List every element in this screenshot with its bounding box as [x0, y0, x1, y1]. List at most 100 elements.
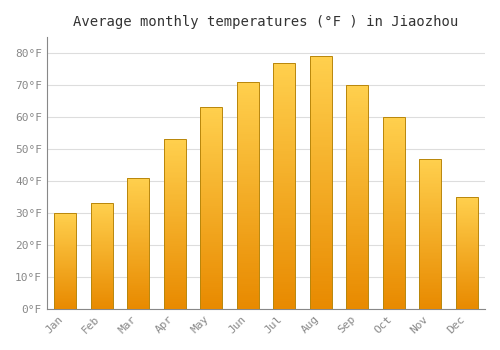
- Bar: [236, 232, 258, 234]
- Bar: [456, 302, 477, 303]
- Bar: [310, 104, 332, 107]
- Bar: [346, 166, 368, 168]
- Bar: [236, 300, 258, 302]
- Bar: [164, 151, 186, 153]
- Bar: [346, 85, 368, 87]
- Bar: [200, 130, 222, 132]
- Bar: [54, 302, 76, 303]
- Bar: [420, 174, 441, 175]
- Bar: [90, 284, 112, 285]
- Bar: [346, 92, 368, 94]
- Bar: [310, 258, 332, 261]
- Bar: [200, 303, 222, 305]
- Bar: [456, 253, 477, 254]
- Bar: [273, 270, 295, 272]
- Bar: [164, 272, 186, 273]
- Bar: [200, 180, 222, 182]
- Bar: [164, 282, 186, 284]
- Bar: [54, 297, 76, 298]
- Bar: [310, 273, 332, 276]
- Bar: [273, 122, 295, 124]
- Bar: [236, 214, 258, 216]
- Bar: [346, 235, 368, 237]
- Bar: [420, 163, 441, 164]
- Bar: [310, 137, 332, 140]
- Bar: [90, 232, 112, 233]
- Bar: [90, 298, 112, 299]
- Bar: [90, 264, 112, 265]
- Bar: [273, 235, 295, 237]
- Bar: [90, 231, 112, 232]
- Bar: [54, 214, 76, 215]
- Bar: [54, 233, 76, 234]
- Bar: [456, 262, 477, 263]
- Bar: [164, 165, 186, 167]
- Bar: [420, 265, 441, 267]
- Bar: [310, 198, 332, 200]
- Bar: [90, 299, 112, 300]
- Bar: [310, 240, 332, 243]
- Bar: [310, 152, 332, 155]
- Bar: [127, 213, 149, 215]
- Bar: [456, 236, 477, 237]
- Bar: [236, 298, 258, 300]
- Bar: [383, 288, 404, 289]
- Bar: [383, 292, 404, 293]
- Bar: [383, 175, 404, 176]
- Bar: [346, 146, 368, 148]
- Bar: [200, 196, 222, 198]
- Bar: [383, 297, 404, 299]
- Bar: [420, 247, 441, 248]
- Bar: [200, 236, 222, 238]
- Bar: [127, 258, 149, 259]
- Bar: [420, 261, 441, 262]
- Bar: [420, 216, 441, 217]
- Bar: [420, 162, 441, 163]
- Bar: [164, 254, 186, 256]
- Bar: [310, 59, 332, 61]
- Bar: [420, 232, 441, 234]
- Bar: [273, 92, 295, 94]
- Bar: [346, 110, 368, 112]
- Bar: [164, 153, 186, 155]
- Bar: [420, 277, 441, 279]
- Bar: [90, 223, 112, 224]
- Bar: [127, 248, 149, 250]
- Bar: [200, 148, 222, 150]
- Bar: [383, 211, 404, 213]
- Bar: [346, 188, 368, 190]
- Bar: [236, 302, 258, 304]
- Bar: [420, 301, 441, 303]
- Bar: [456, 285, 477, 286]
- Bar: [54, 283, 76, 284]
- Bar: [420, 256, 441, 258]
- Bar: [346, 201, 368, 204]
- Bar: [273, 272, 295, 274]
- Bar: [54, 247, 76, 248]
- Bar: [346, 295, 368, 298]
- Bar: [310, 177, 332, 180]
- Bar: [273, 154, 295, 156]
- Bar: [164, 212, 186, 214]
- Bar: [164, 258, 186, 260]
- Bar: [273, 168, 295, 171]
- Bar: [54, 261, 76, 262]
- Bar: [200, 138, 222, 140]
- Bar: [90, 229, 112, 230]
- Bar: [200, 194, 222, 196]
- Bar: [200, 289, 222, 290]
- Bar: [383, 125, 404, 127]
- Bar: [127, 200, 149, 201]
- Bar: [90, 292, 112, 293]
- Bar: [164, 251, 186, 253]
- Bar: [127, 222, 149, 224]
- Bar: [236, 148, 258, 150]
- Bar: [164, 182, 186, 183]
- Bar: [383, 251, 404, 253]
- Bar: [310, 284, 332, 286]
- Bar: [164, 246, 186, 248]
- Bar: [310, 301, 332, 304]
- Bar: [54, 245, 76, 246]
- Bar: [90, 297, 112, 298]
- Bar: [200, 164, 222, 166]
